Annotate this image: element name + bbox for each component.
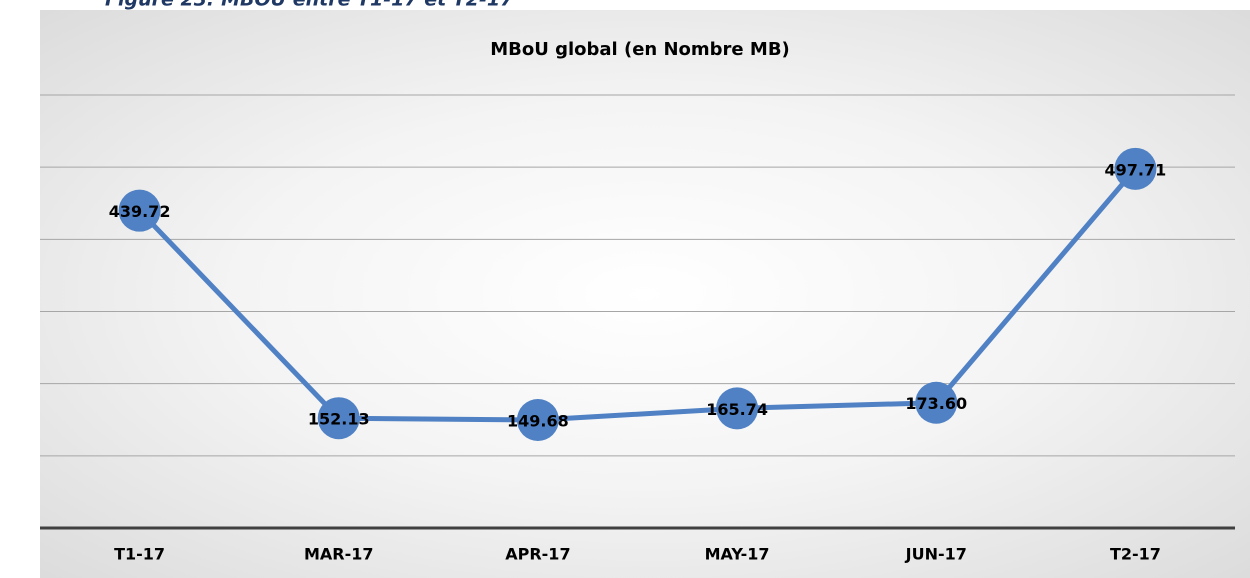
x-tick-label: JUN-17 (905, 545, 967, 564)
marker (317, 397, 360, 440)
x-tick-label: MAY-17 (705, 545, 770, 564)
x-tick-label: T2-17 (1110, 545, 1161, 564)
data-label: 152.13 (308, 410, 370, 429)
caption: Figure 23: MBOU entre T1-17 et T2-17 (105, 0, 514, 11)
data-label: 497.71 (1105, 160, 1167, 179)
marker (516, 398, 559, 441)
x-tick-label: MAR-17 (304, 545, 374, 564)
line (137, 167, 1138, 423)
marker (118, 189, 161, 232)
data-label: 149.68 (507, 411, 569, 430)
marker (915, 381, 958, 424)
chart-background (40, 10, 1250, 578)
marker (716, 387, 759, 430)
x-tick-label: APR-17 (505, 545, 570, 564)
x-tick-label: T1-17 (114, 545, 165, 564)
chart-title: MBoU global (en Nombre MB) (490, 39, 790, 60)
data-label: 165.74 (706, 400, 768, 419)
marker (1114, 147, 1157, 190)
data-label: 439.72 (109, 202, 171, 221)
data-label: 173.60 (905, 394, 967, 413)
